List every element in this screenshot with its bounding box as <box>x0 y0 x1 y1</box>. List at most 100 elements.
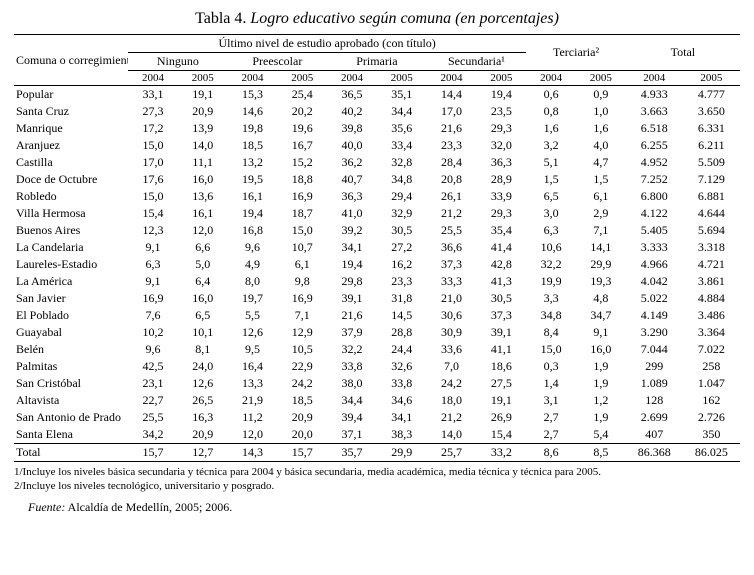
cell-value: 86.368 <box>626 444 683 462</box>
cell-value: 16,0 <box>178 290 228 307</box>
cell-value: 15,0 <box>526 341 576 358</box>
cell-value: 1,2 <box>576 392 626 409</box>
cell-value: 19,4 <box>327 256 377 273</box>
header-year: 2005 <box>178 71 228 86</box>
cell-value: 5,1 <box>526 154 576 171</box>
cell-value: 5.509 <box>683 154 740 171</box>
cell-value: 35,7 <box>327 444 377 462</box>
cell-value: 41,4 <box>476 239 526 256</box>
cell-value: 19,9 <box>526 273 576 290</box>
cell-value: 33,8 <box>377 375 427 392</box>
cell-value: 5.022 <box>626 290 683 307</box>
cell-value: 3.861 <box>683 273 740 290</box>
cell-value: 258 <box>683 358 740 375</box>
header-group-terciaria: Terciaria² <box>526 35 626 71</box>
cell-value: 18,7 <box>277 205 327 222</box>
cell-value: 23,3 <box>427 137 477 154</box>
cell-value: 15,3 <box>228 86 278 104</box>
cell-value: 27,2 <box>377 239 427 256</box>
cell-value: 26,5 <box>178 392 228 409</box>
cell-value: 16,1 <box>228 188 278 205</box>
cell-value: 1,0 <box>576 103 626 120</box>
cell-value: 13,2 <box>228 154 278 171</box>
cell-value: 34,6 <box>377 392 427 409</box>
cell-value: 14,5 <box>377 307 427 324</box>
cell-value: 29,3 <box>476 120 526 137</box>
cell-value: 25,5 <box>427 222 477 239</box>
footnote-1: 1/Incluye los niveles básica secundaria … <box>14 466 740 480</box>
cell-value: 21,6 <box>427 120 477 137</box>
cell-value: 26,9 <box>476 409 526 426</box>
table-row: Belén9,68,19,510,532,224,433,641,115,016… <box>14 341 740 358</box>
row-name: El Poblado <box>14 307 128 324</box>
cell-value: 5.405 <box>626 222 683 239</box>
cell-value: 23,5 <box>476 103 526 120</box>
cell-value: 1.047 <box>683 375 740 392</box>
cell-value: 20,8 <box>427 171 477 188</box>
cell-value: 29,9 <box>377 444 427 462</box>
source-line: Fuente: Alcaldía de Medellín, 2005; 2006… <box>14 500 740 515</box>
cell-value: 12,3 <box>128 222 178 239</box>
cell-value: 28,9 <box>476 171 526 188</box>
header-year: 2004 <box>228 71 278 86</box>
cell-value: 4.721 <box>683 256 740 273</box>
cell-value: 15,4 <box>128 205 178 222</box>
cell-value: 8,4 <box>526 324 576 341</box>
cell-value: 7.252 <box>626 171 683 188</box>
cell-value: 12,9 <box>277 324 327 341</box>
header-year: 2005 <box>683 71 740 86</box>
cell-value: 2,7 <box>526 426 576 444</box>
row-name: Altavista <box>14 392 128 409</box>
cell-value: 1,4 <box>526 375 576 392</box>
source-text: Alcaldía de Medellín, 2005; 2006. <box>65 500 232 514</box>
table-number: Tabla 4. <box>195 10 246 27</box>
table-row: Laureles-Estadio6,35,04,96,119,416,237,3… <box>14 256 740 273</box>
cell-value: 36,6 <box>427 239 477 256</box>
cell-value: 10,7 <box>277 239 327 256</box>
cell-value: 3.333 <box>626 239 683 256</box>
cell-value: 3,0 <box>526 205 576 222</box>
cell-value: 4,7 <box>576 154 626 171</box>
cell-value: 1,5 <box>526 171 576 188</box>
table-row: Villa Hermosa15,416,119,418,741,032,921,… <box>14 205 740 222</box>
cell-value: 86.025 <box>683 444 740 462</box>
source-label: Fuente: <box>28 500 65 514</box>
cell-value: 3.290 <box>626 324 683 341</box>
cell-value: 9,1 <box>128 239 178 256</box>
cell-value: 16,9 <box>277 188 327 205</box>
cell-value: 38,3 <box>377 426 427 444</box>
cell-value: 34,1 <box>377 409 427 426</box>
cell-value: 2.699 <box>626 409 683 426</box>
header-group-preescolar: Preescolar <box>228 53 328 71</box>
cell-value: 20,0 <box>277 426 327 444</box>
cell-value: 16,3 <box>178 409 228 426</box>
cell-value: 6,5 <box>526 188 576 205</box>
cell-value: 2,7 <box>526 409 576 426</box>
cell-value: 36,2 <box>327 154 377 171</box>
cell-value: 18,6 <box>476 358 526 375</box>
table-row: Santa Cruz27,320,914,620,240,234,417,023… <box>14 103 740 120</box>
table-row: Palmitas42,524,016,422,933,832,67,018,60… <box>14 358 740 375</box>
cell-value: 0,8 <box>526 103 576 120</box>
table-row: Aranjuez15,014,018,516,740,033,423,332,0… <box>14 137 740 154</box>
cell-value: 17,6 <box>128 171 178 188</box>
cell-value: 6.881 <box>683 188 740 205</box>
cell-value: 6,1 <box>277 256 327 273</box>
table-row: La Candelaria9,16,69,610,734,127,236,641… <box>14 239 740 256</box>
cell-value: 33,4 <box>377 137 427 154</box>
row-name: Aranjuez <box>14 137 128 154</box>
cell-value: 4.042 <box>626 273 683 290</box>
cell-value: 40,0 <box>327 137 377 154</box>
cell-value: 33,6 <box>427 341 477 358</box>
cell-value: 162 <box>683 392 740 409</box>
cell-value: 20,2 <box>277 103 327 120</box>
cell-value: 15,4 <box>476 426 526 444</box>
row-name: Santa Elena <box>14 426 128 444</box>
cell-value: 9,6 <box>128 341 178 358</box>
cell-value: 19,1 <box>476 392 526 409</box>
table-row: Guayabal10,210,112,612,937,928,830,939,1… <box>14 324 740 341</box>
cell-value: 7,1 <box>576 222 626 239</box>
cell-value: 16,0 <box>576 341 626 358</box>
cell-value: 14,1 <box>576 239 626 256</box>
cell-value: 39,2 <box>327 222 377 239</box>
